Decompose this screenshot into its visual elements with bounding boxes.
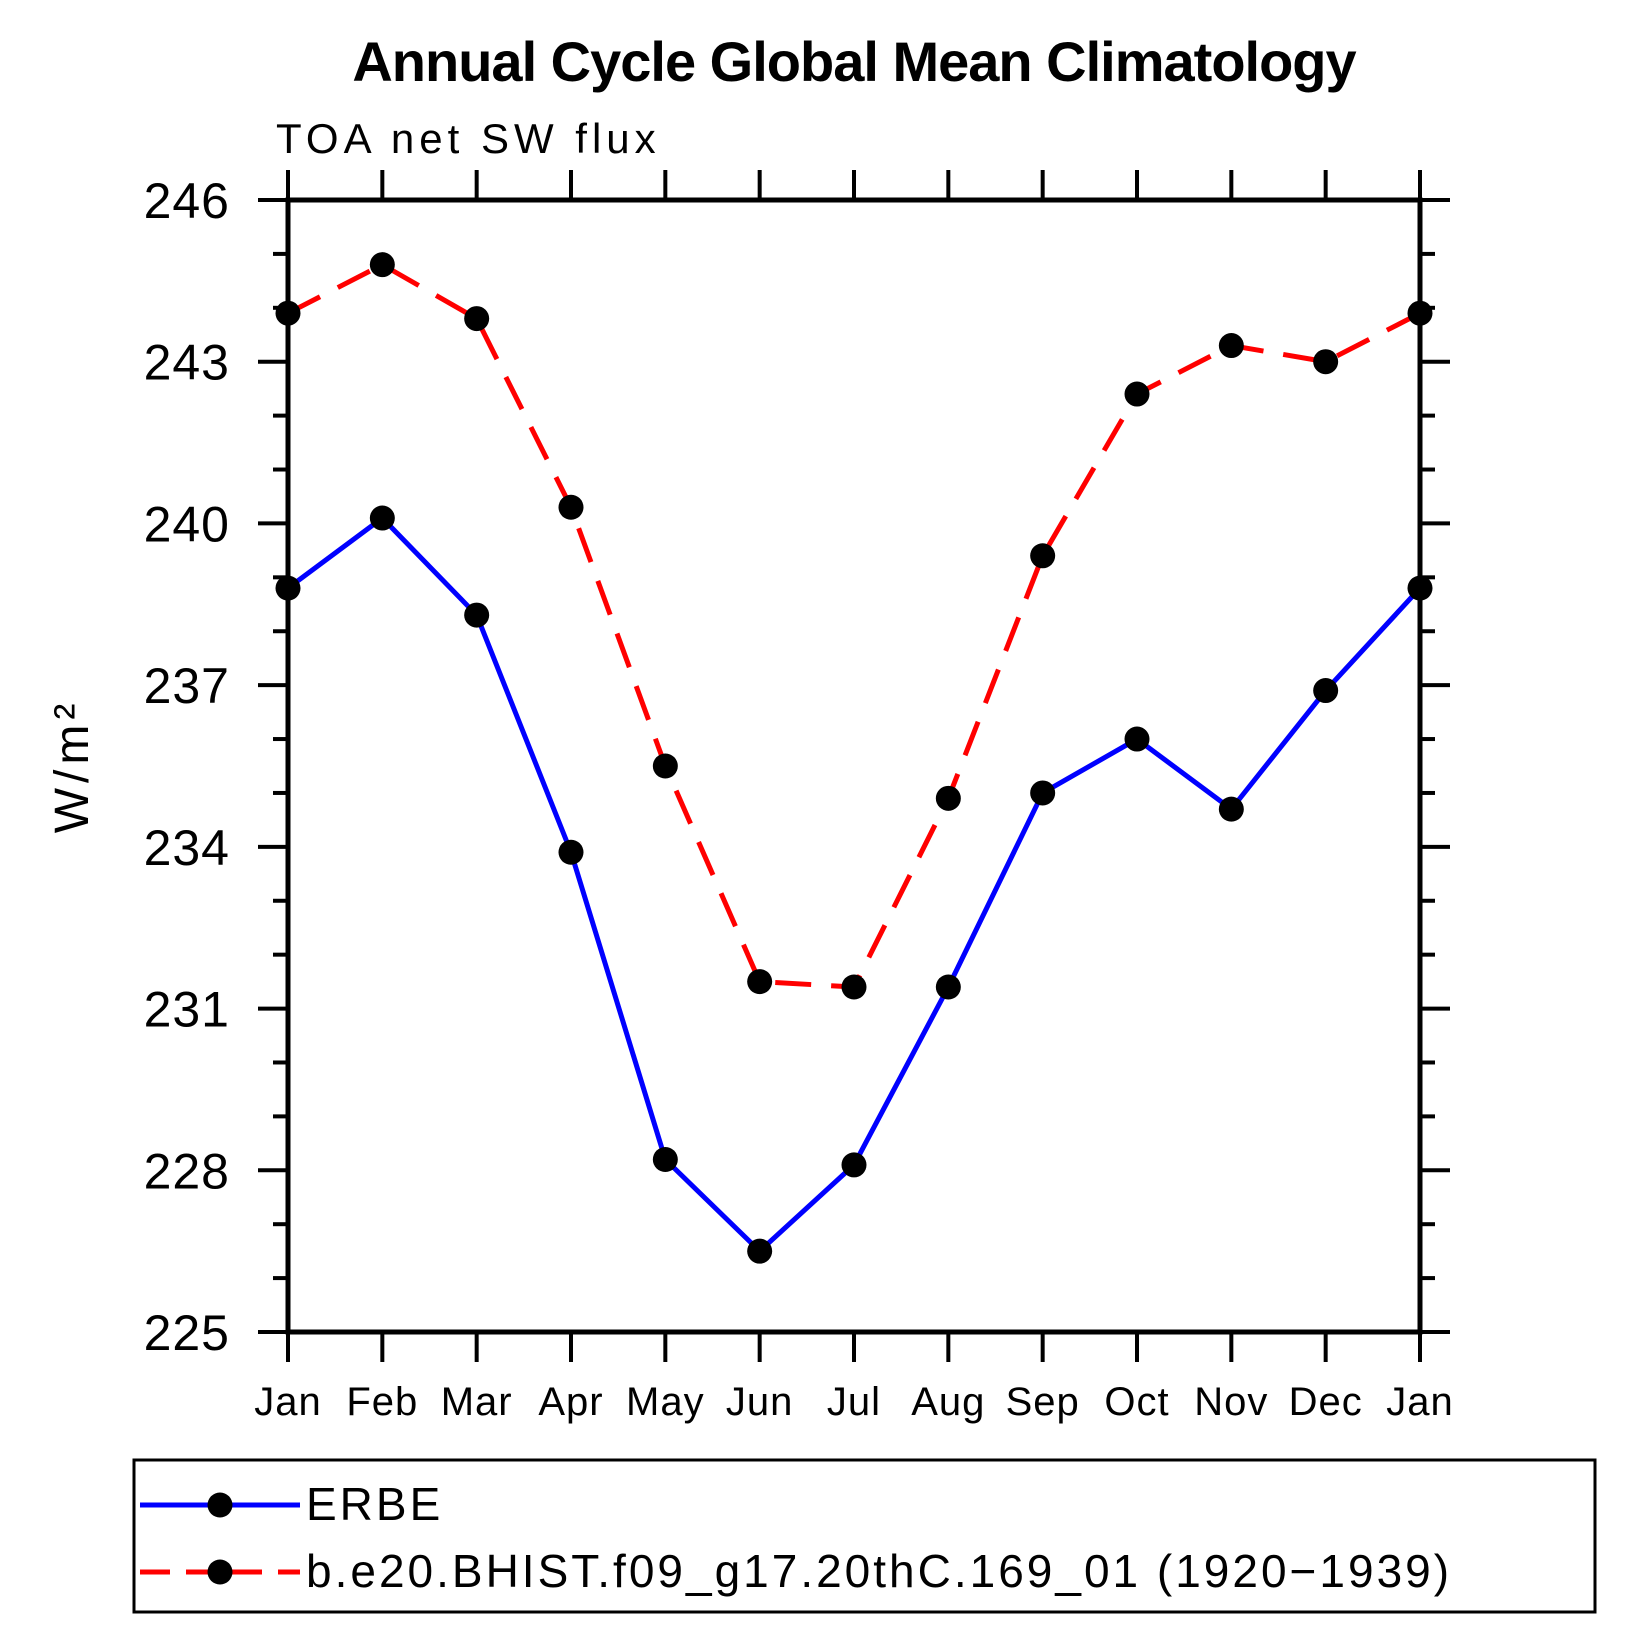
y-tick-label: 228 bbox=[144, 1143, 230, 1199]
data-point-marker-model bbox=[1124, 381, 1150, 407]
data-point-marker-erbe bbox=[1124, 726, 1150, 752]
x-tick-label: Apr bbox=[538, 1380, 603, 1424]
data-point-marker-erbe bbox=[841, 1152, 867, 1178]
data-point-marker-erbe bbox=[1407, 575, 1433, 601]
legend-label-model: b.e20.BHIST.f09_g17.20thC.169_01 (1920−1… bbox=[306, 1545, 1452, 1597]
x-tick-label: Mar bbox=[441, 1380, 513, 1424]
data-point-marker-model bbox=[652, 753, 678, 779]
x-tick-label: Sep bbox=[1006, 1380, 1080, 1424]
x-tick-label: Jul bbox=[827, 1380, 881, 1424]
data-point-marker-model bbox=[841, 974, 867, 1000]
legend-item-erbe: ERBE bbox=[140, 1478, 443, 1530]
x-tick-label: Nov bbox=[1194, 1380, 1268, 1424]
axes: 225 228 231 234 237 240 243 246 Jan Feb Mar Apr May J… bbox=[144, 170, 1454, 1424]
data-point-marker-erbe bbox=[1218, 796, 1244, 822]
y-axis-label: W/m² bbox=[46, 699, 99, 834]
data-point-marker-model bbox=[747, 969, 773, 995]
legend-label-erbe: ERBE bbox=[306, 1478, 443, 1530]
legend-box: ERBE b.e20.BHIST.f09_g17.20thC.169_01 (1… bbox=[132, 1458, 1597, 1614]
legend-marker-model bbox=[207, 1559, 233, 1585]
y-tick-label: 246 bbox=[144, 173, 230, 229]
data-point-marker-model bbox=[558, 494, 584, 520]
chart-title: Annual Cycle Global Mean Climatology bbox=[352, 30, 1356, 93]
data-point-marker-model bbox=[1218, 333, 1244, 359]
data-point-marker-model bbox=[275, 300, 301, 326]
legend-item-model: b.e20.BHIST.f09_g17.20thC.169_01 (1920−1… bbox=[140, 1545, 1452, 1597]
series-line-model bbox=[286, 262, 1422, 990]
series-line-erbe bbox=[286, 515, 1422, 1254]
x-tick-label: Dec bbox=[1289, 1380, 1363, 1424]
x-tick-label: Feb bbox=[346, 1380, 418, 1424]
y-tick-label: 240 bbox=[144, 496, 230, 552]
x-tick-label: Jan bbox=[254, 1380, 322, 1424]
x-tick-label: Aug bbox=[911, 1380, 985, 1424]
data-point-marker-erbe bbox=[464, 602, 490, 628]
x-tick-label: Jan bbox=[1386, 1380, 1454, 1424]
data-point-marker-model bbox=[1030, 543, 1056, 569]
data-point-marker-erbe bbox=[1030, 780, 1056, 806]
data-series bbox=[275, 252, 1433, 1264]
data-point-marker-erbe bbox=[1313, 678, 1339, 704]
data-point-marker-model bbox=[1313, 349, 1339, 375]
data-point-marker-erbe bbox=[747, 1238, 773, 1264]
data-point-marker-model bbox=[464, 306, 490, 332]
data-point-marker-erbe bbox=[935, 974, 961, 1000]
x-tick-label: Jun bbox=[726, 1380, 794, 1424]
data-point-marker-model bbox=[369, 252, 395, 278]
data-point-marker-erbe bbox=[558, 839, 584, 865]
data-point-marker-model bbox=[1407, 300, 1433, 326]
y-tick-label: 234 bbox=[144, 820, 230, 876]
y-tick-label: 243 bbox=[144, 335, 230, 391]
y-tick-label: 231 bbox=[144, 982, 230, 1038]
y-tick-label: 237 bbox=[144, 658, 230, 714]
data-point-marker-model bbox=[935, 785, 961, 811]
chart-subtitle: TOA net SW flux bbox=[276, 115, 661, 162]
data-point-marker-erbe bbox=[275, 575, 301, 601]
data-point-marker-erbe bbox=[652, 1147, 678, 1173]
legend-marker-erbe bbox=[207, 1492, 233, 1518]
x-tick-label: Oct bbox=[1104, 1380, 1169, 1424]
legend-frame bbox=[132, 1458, 1597, 1614]
y-tick-label: 225 bbox=[144, 1305, 230, 1361]
data-point-marker-erbe bbox=[369, 505, 395, 531]
x-tick-label: May bbox=[626, 1380, 705, 1424]
